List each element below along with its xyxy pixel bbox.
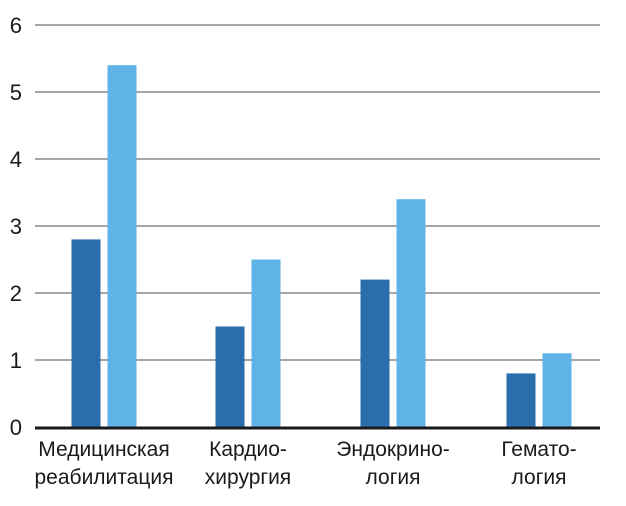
bar-4-series-1 (506, 373, 536, 427)
category-label: хирургия (205, 466, 291, 489)
bar-4-series-2 (542, 353, 572, 427)
category-label: Гемато- (501, 438, 576, 461)
category-label: Кардио- (209, 438, 287, 461)
y-tick-label: 3 (10, 214, 22, 239)
bars (71, 65, 572, 427)
y-tick-label: 1 (10, 348, 22, 373)
y-tick-label: 6 (10, 13, 22, 38)
y-axis-tick-labels: 0 1 2 3 4 5 6 (10, 13, 22, 440)
category-label: реабилитация (35, 466, 174, 489)
bar-3-series-1 (360, 279, 390, 427)
category-label: Эндокрино- (336, 438, 450, 461)
y-tick-label: 2 (10, 281, 22, 306)
bar-3-series-2 (396, 199, 426, 427)
y-tick-label: 4 (10, 147, 22, 172)
x-axis-category-labels: Медицинская реабилитация Кардио-хирургия Эн… (35, 438, 577, 489)
y-tick-label: 5 (10, 80, 22, 105)
category-label: Медицинская (38, 438, 170, 461)
bar-1-series-1 (71, 239, 101, 427)
category-label: логия (366, 466, 421, 489)
bar-2-series-2 (251, 259, 281, 427)
category-label: логия (512, 466, 567, 489)
bar-2-series-1 (215, 326, 245, 427)
bar-1-series-2 (107, 65, 137, 427)
y-tick-label: 0 (10, 415, 22, 440)
